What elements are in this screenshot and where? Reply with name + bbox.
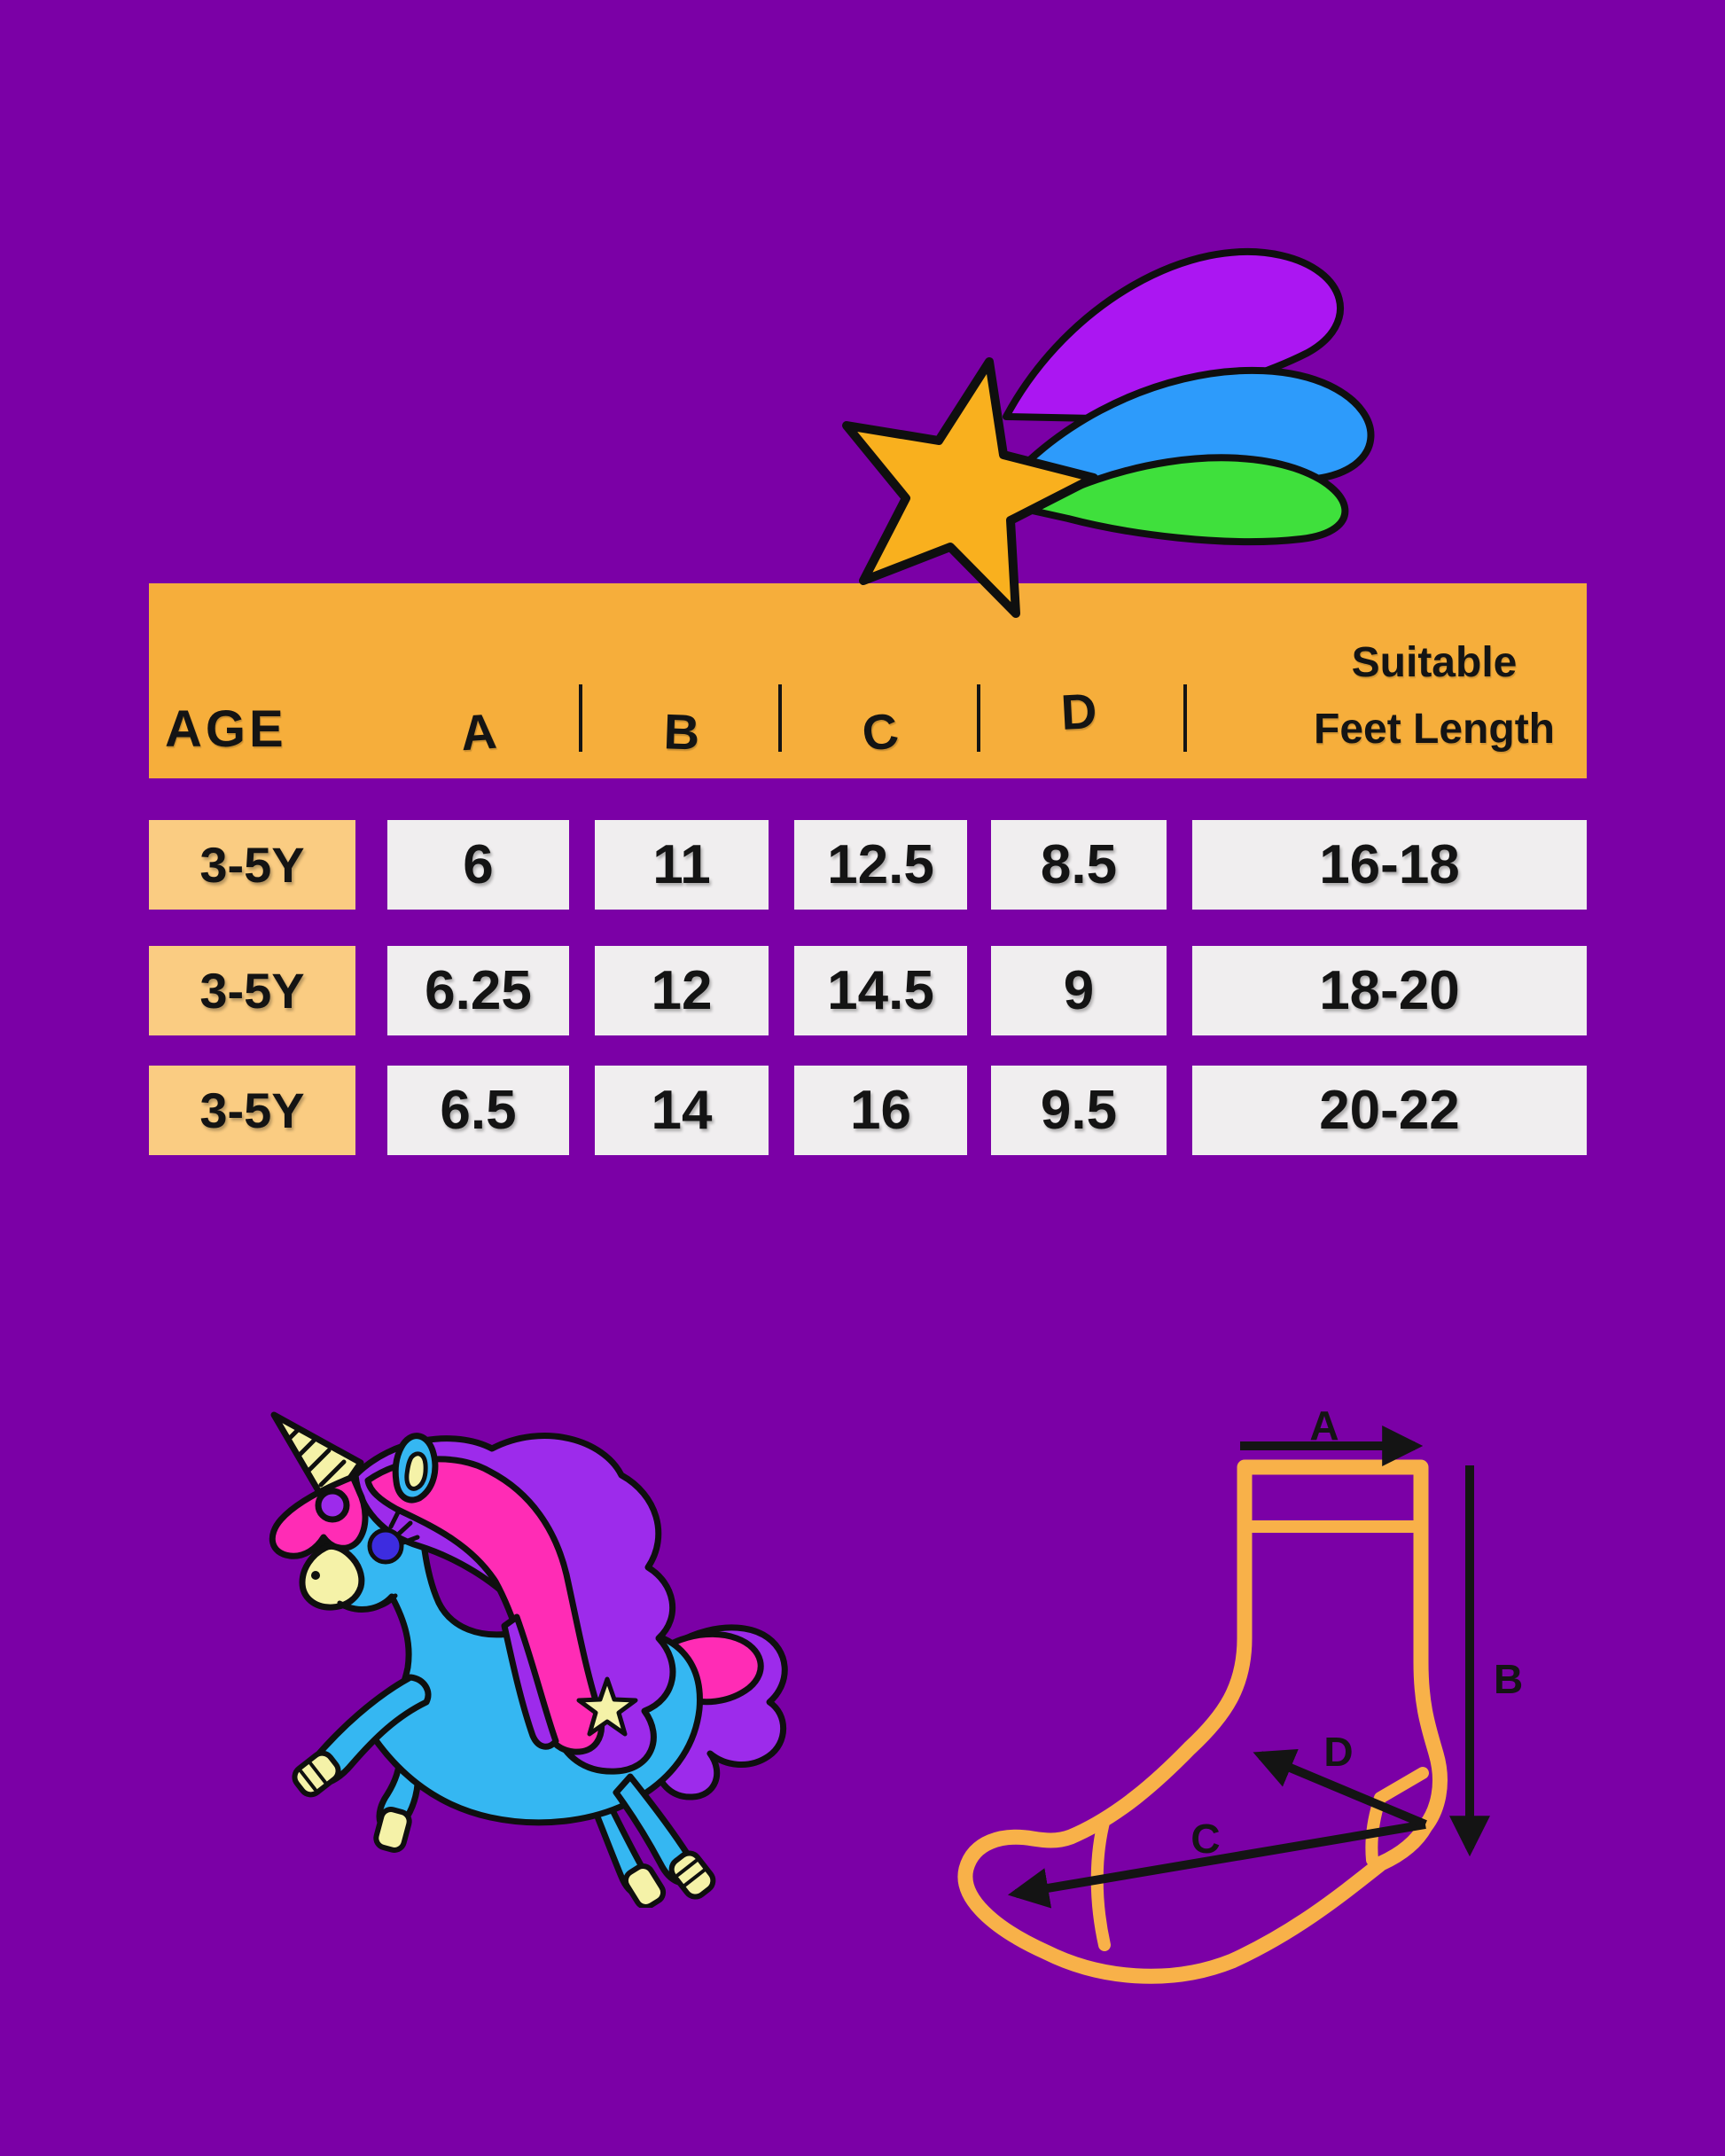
- value-cell-b: 12: [595, 946, 769, 1035]
- unicorn-ear-inner: [404, 1451, 428, 1491]
- unicorn-muzzle: [299, 1543, 365, 1611]
- column-header-d: D: [1059, 682, 1098, 741]
- table-row: 3-5Y 6.5 14 16 9.5 20-22: [149, 1066, 1587, 1155]
- unicorn-nostril: [311, 1571, 320, 1580]
- column-divider: [977, 684, 980, 752]
- column-header-b: B: [662, 703, 701, 761]
- arrow-d: [1253, 1749, 1427, 1829]
- value-cell-d: 9.5: [991, 1066, 1167, 1155]
- table-header: AGE A B C D Suitable Feet Length: [149, 583, 1587, 778]
- table-row: 3-5Y 6.25 12 14.5 9 18-20: [149, 946, 1587, 1035]
- unicorn-mane-pink: [364, 1456, 605, 1755]
- value-cell-feet: 20-22: [1192, 1066, 1587, 1155]
- column-divider: [778, 684, 782, 752]
- age-cell: 3-5Y: [149, 946, 355, 1035]
- unicorn-icon: [269, 1411, 788, 1908]
- feet-length-line1: Suitable: [1351, 639, 1518, 687]
- unicorn-eye: [367, 1527, 404, 1565]
- unicorn-hip-star: [576, 1676, 638, 1737]
- value-cell-c: 12.5: [794, 820, 967, 910]
- value-cell-c: 14.5: [794, 946, 967, 1035]
- age-column-header: AGE: [165, 700, 287, 758]
- column-header-a: A: [458, 702, 499, 762]
- table-row: 3-5Y 6 11 12.5 8.5 16-18: [149, 820, 1587, 910]
- value-cell-b: 14: [595, 1066, 769, 1155]
- star-trail-green: [1025, 454, 1349, 546]
- value-cell-a: 6: [387, 820, 569, 910]
- value-cell-d: 8.5: [991, 820, 1167, 910]
- age-cell: 3-5Y: [149, 1066, 355, 1155]
- unicorn-far-front-hoof: [373, 1807, 412, 1853]
- diagram-label-b: B: [1494, 1656, 1523, 1702]
- column-divider: [1183, 684, 1187, 752]
- value-cell-c: 16: [794, 1066, 967, 1155]
- value-cell-b: 11: [595, 820, 769, 910]
- unicorn-mane-inner-purple: [501, 1613, 559, 1750]
- unicorn-horn-stripes: [285, 1426, 347, 1488]
- value-cell-feet: 18-20: [1192, 946, 1587, 1035]
- unicorn-hind-hoof: [668, 1850, 716, 1900]
- star-shape: [842, 357, 1098, 618]
- arrow-c: [1007, 1820, 1426, 1909]
- unicorn-far-hind-hoof: [622, 1863, 667, 1908]
- diagram-label-a: A: [1309, 1402, 1339, 1449]
- unicorn-front-hoof: [292, 1750, 341, 1798]
- sock-outline: [957, 1459, 1448, 1984]
- shooting-star-icon: [842, 248, 1375, 618]
- diagram-label-c: C: [1190, 1816, 1220, 1862]
- column-header-c: C: [858, 701, 902, 762]
- value-cell-d: 9: [991, 946, 1167, 1035]
- feet-length-line2: Feet Length: [1314, 705, 1555, 753]
- column-divider: [579, 684, 582, 752]
- sock-heel-seam: [1365, 1767, 1429, 1866]
- value-cell-a: 6.5: [387, 1066, 569, 1155]
- value-cell-feet: 16-18: [1192, 820, 1587, 910]
- unicorn-fringe-curl: [315, 1488, 350, 1523]
- age-cell: 3-5Y: [149, 820, 355, 910]
- value-cell-a: 6.25: [387, 946, 569, 1035]
- unicorn-smile: [337, 1593, 398, 1612]
- unicorn-eyelashes: [388, 1510, 420, 1545]
- diagram-label-d: D: [1323, 1729, 1353, 1775]
- feet-length-column-header: Suitable Feet Length: [1314, 630, 1555, 762]
- sock-measurement-diagram: A B C D: [957, 1402, 1523, 1984]
